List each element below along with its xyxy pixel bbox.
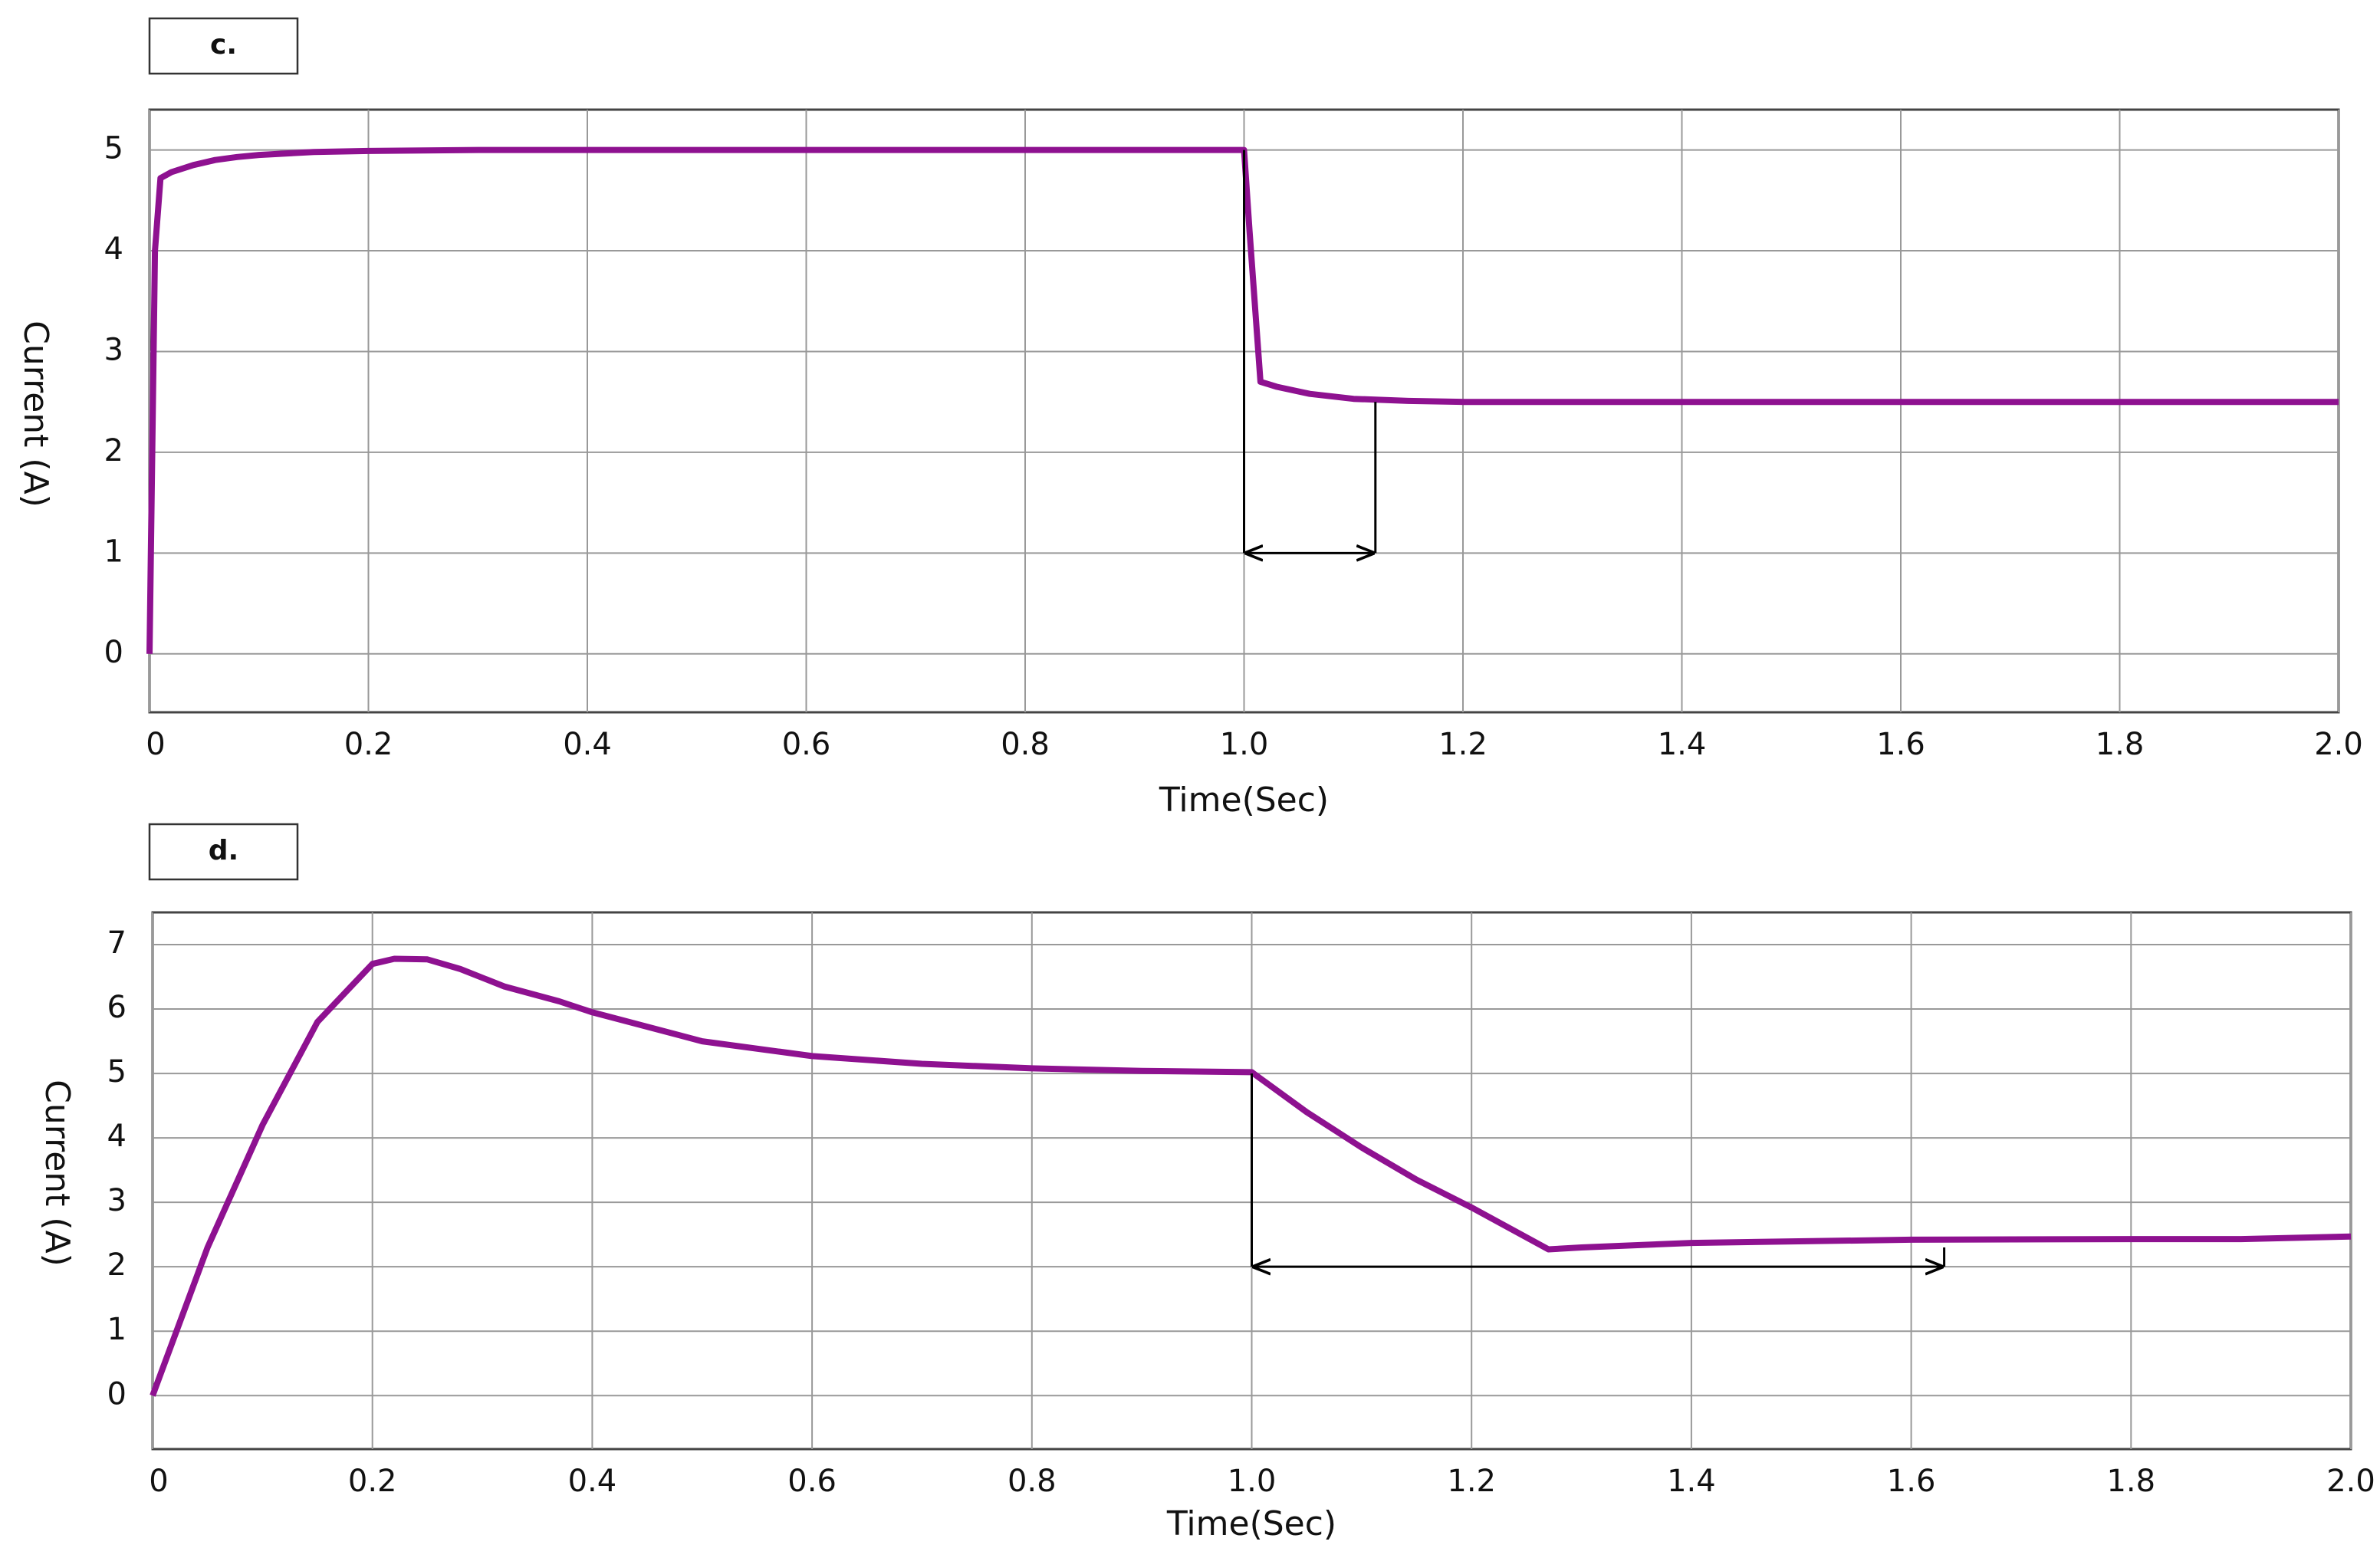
x-tick-label: 0.6	[787, 1464, 837, 1499]
x-tick-label: 1.4	[1658, 727, 1707, 762]
x-tick-label: 1.2	[1438, 727, 1488, 762]
x-tick-label: 1.8	[2096, 727, 2145, 762]
x-tick-label: 1.2	[1447, 1464, 1496, 1499]
x-tick-label: 0.8	[1008, 1464, 1057, 1499]
x-tick-label: 1.8	[2106, 1464, 2155, 1499]
x-tick-label: 0.4	[568, 1464, 617, 1499]
y-tick-label: 2	[104, 433, 123, 468]
y-tick-label: 3	[104, 332, 123, 367]
y-axis-label: Current (A)	[16, 320, 55, 508]
y-tick-label: 7	[107, 925, 127, 961]
panel-label: d.	[209, 835, 238, 866]
panel-label-box	[148, 17, 299, 75]
x-tick-label: 1.0	[1220, 727, 1269, 762]
x-tick-label: 0.2	[348, 1464, 397, 1499]
y-tick-label: 5	[104, 131, 123, 166]
y-tick-label: 4	[107, 1119, 127, 1154]
x-tick-label: 0.6	[782, 727, 831, 762]
y-tick-label: 3	[107, 1183, 127, 1218]
x-tick-label: 2.0	[2326, 1464, 2375, 1499]
y-tick-label: 0	[107, 1376, 127, 1412]
y-tick-label: 1	[104, 534, 123, 569]
x-tick-label: 0.4	[563, 727, 612, 762]
x-tick-label: 0	[146, 727, 165, 762]
x-axis-label: Time(Sec)	[1159, 781, 1329, 820]
data-line	[150, 955, 2352, 1397]
y-tick-label: 1	[107, 1312, 127, 1347]
y-tick-label: 5	[107, 1054, 127, 1090]
data-line	[146, 146, 2339, 654]
x-axis-label: Time(Sec)	[1166, 1504, 1336, 1543]
y-tick-label: 4	[104, 232, 123, 267]
x-tick-label: 1.6	[1876, 727, 1925, 762]
x-tick-label: 2.0	[2314, 727, 2363, 762]
x-tick-label: 1.4	[1667, 1464, 1716, 1499]
y-tick-label: 2	[107, 1247, 127, 1283]
x-tick-label: 0.2	[344, 727, 393, 762]
y-tick-label: 0	[104, 635, 123, 670]
panel-label: c.	[210, 29, 237, 61]
x-tick-label: 0	[149, 1464, 168, 1499]
panel-label-box	[148, 823, 299, 881]
x-tick-label: 1.6	[1887, 1464, 1936, 1499]
y-tick-label: 6	[107, 990, 127, 1025]
y-axis-label: Current (A)	[38, 1080, 77, 1267]
x-tick-label: 1.0	[1228, 1464, 1277, 1499]
x-tick-label: 0.8	[1001, 727, 1050, 762]
